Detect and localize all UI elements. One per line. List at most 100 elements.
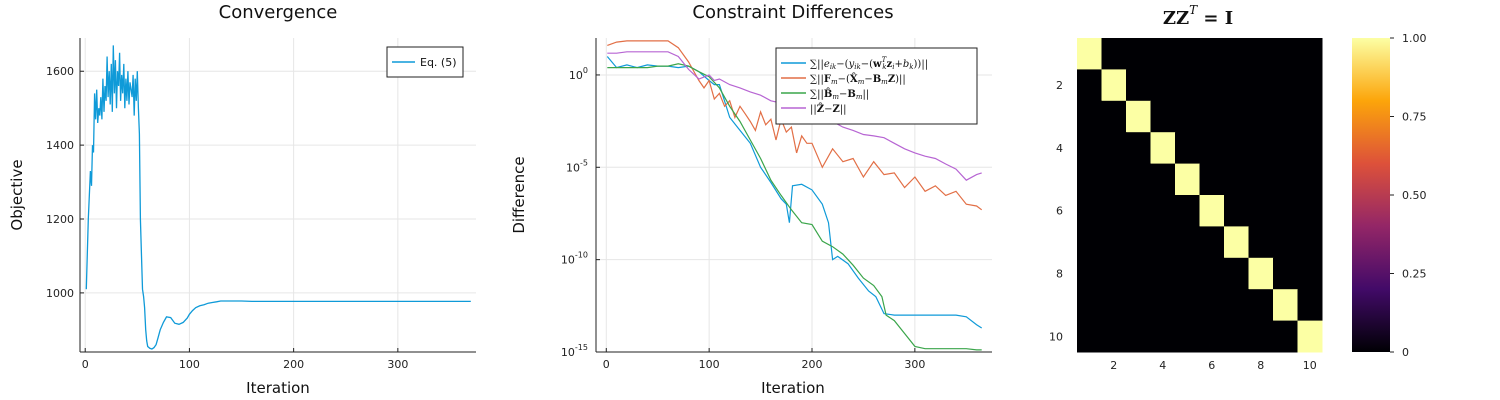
heatmap-cell bbox=[1126, 289, 1151, 322]
constraint-x-tick-label: 100 bbox=[699, 358, 720, 371]
constraint-legend: ∑||eik−(yik−(wT kzi+bk))|| ∑||Fm−(X̂m−BmZ… bbox=[775, 47, 978, 125]
convergence-legend: Eq. (5) bbox=[386, 46, 464, 78]
heatmap-cell bbox=[1224, 226, 1249, 259]
heatmap-cell bbox=[1150, 163, 1176, 196]
heatmap-title-main: ZZ bbox=[1163, 8, 1189, 29]
constraint-x-tick-label: 0 bbox=[603, 358, 610, 371]
heatmap-cell bbox=[1126, 100, 1151, 133]
convergence-x-tick-label: 0 bbox=[82, 358, 89, 371]
constraint-series-line-0 bbox=[606, 56, 983, 329]
heatmap-cell bbox=[1199, 195, 1225, 227]
heatmap-cell bbox=[1175, 195, 1200, 227]
heatmap-cell bbox=[1224, 163, 1249, 196]
heatmap-cell bbox=[1077, 195, 1102, 227]
heatmap-cell bbox=[1101, 38, 1127, 70]
heatmap-cell bbox=[1126, 195, 1151, 227]
heatmap-cell bbox=[1199, 320, 1225, 353]
heatmap-cell bbox=[1077, 320, 1102, 353]
heatmap-cell bbox=[1077, 289, 1102, 322]
heatmap-cell bbox=[1273, 195, 1298, 227]
heatmap-cell bbox=[1101, 257, 1127, 290]
heatmap-cell bbox=[1150, 289, 1176, 322]
convergence-series-line bbox=[85, 45, 471, 350]
heatmap-y-tick-label: 6 bbox=[1056, 205, 1063, 218]
convergence-y-label: Objective bbox=[8, 159, 26, 230]
heatmap-cell bbox=[1273, 132, 1298, 165]
convergence-y-tick-label: 1400 bbox=[46, 139, 74, 152]
heatmap-y-tick-label: 10 bbox=[1049, 330, 1063, 343]
convergence-series bbox=[85, 45, 471, 350]
constraint-differences-title: Constraint Differences bbox=[692, 2, 893, 23]
constraint-y-ticks: 100 10-5 10-10 10-15 bbox=[561, 66, 600, 359]
constraint-y-tick-label: 10-10 bbox=[561, 251, 588, 267]
constraint-y-tick-label: 10-15 bbox=[561, 343, 588, 359]
convergence-y-tick-label: 1200 bbox=[46, 213, 74, 226]
convergence-x-label: Iteration bbox=[246, 379, 310, 397]
heatmap-cell bbox=[1150, 257, 1176, 290]
heatmap-cell bbox=[1175, 320, 1200, 353]
heatmap-cell bbox=[1248, 257, 1274, 290]
convergence-panel: Convergence 0 100 200 300 1000120014001600 … bbox=[8, 2, 476, 397]
heatmap-cell bbox=[1126, 226, 1151, 259]
convergence-title: Convergence bbox=[219, 2, 338, 23]
heatmap-cell bbox=[1101, 226, 1127, 259]
heatmap-cell bbox=[1101, 132, 1127, 165]
heatmap-cell bbox=[1273, 226, 1298, 259]
colorbar-ticks: 0 0.25 0.50 0.75 1.00 bbox=[1390, 32, 1427, 359]
colorbar-tick-label: 0.25 bbox=[1402, 268, 1427, 281]
constraint-series-line-1 bbox=[607, 40, 983, 211]
heatmap-cell bbox=[1077, 69, 1102, 102]
heatmap-title-rest: = I bbox=[1197, 8, 1233, 29]
heatmap-cell bbox=[1077, 38, 1102, 70]
convergence-y-tick-label: 1600 bbox=[46, 65, 74, 78]
heatmap-cell bbox=[1077, 226, 1102, 259]
heatmap-title-sup: T bbox=[1189, 3, 1198, 17]
heatmap-cell bbox=[1248, 320, 1274, 353]
heatmap-cell bbox=[1248, 132, 1274, 165]
heatmap-x-tick-label: 6 bbox=[1208, 359, 1215, 372]
convergence-y-tick-label: 1000 bbox=[46, 287, 74, 300]
heatmap-x-tick-label: 4 bbox=[1159, 359, 1166, 372]
heatmap-cell bbox=[1126, 257, 1151, 290]
convergence-x-tick-label: 300 bbox=[387, 358, 408, 371]
constraint-y-tick-label: 100 bbox=[569, 66, 588, 82]
constraint-differences-panel: Constraint Differences 0 100 200 300 100 10-… bbox=[510, 2, 992, 397]
constraint-y-label: Difference bbox=[510, 156, 528, 233]
heatmap-cell bbox=[1224, 100, 1249, 133]
heatmap-cell bbox=[1199, 289, 1225, 322]
heatmap-cell bbox=[1297, 69, 1323, 102]
heatmap-cell bbox=[1175, 163, 1200, 196]
heatmap-cell bbox=[1150, 226, 1176, 259]
heatmap-cell bbox=[1224, 38, 1249, 70]
heatmap-cell bbox=[1199, 100, 1225, 133]
heatmap-x-ticks: 2 4 6 8 10 bbox=[1110, 359, 1317, 372]
heatmap-cell bbox=[1248, 69, 1274, 102]
heatmap-cell bbox=[1175, 226, 1200, 259]
convergence-x-tick-label: 100 bbox=[179, 358, 200, 371]
colorbar-tick-label: 0 bbox=[1402, 346, 1409, 359]
heatmap-y-tick-label: 8 bbox=[1056, 268, 1063, 281]
heatmap-cell bbox=[1150, 69, 1176, 102]
heatmap-cell bbox=[1297, 320, 1323, 353]
legend-label-b-difference: ∑||B̂m−Bm|| bbox=[810, 88, 869, 101]
heatmap-cell bbox=[1273, 38, 1298, 70]
heatmap-cell bbox=[1273, 100, 1298, 133]
heatmap-cell bbox=[1175, 69, 1200, 102]
heatmap-y-tick-label: 2 bbox=[1056, 79, 1063, 92]
colorbar-tick-label: 0.50 bbox=[1402, 189, 1427, 202]
constraint-x-tick-label: 200 bbox=[802, 358, 823, 371]
heatmap-cell bbox=[1199, 226, 1225, 259]
heatmap-y-tick-label: 4 bbox=[1056, 142, 1063, 155]
heatmap-cell bbox=[1175, 100, 1200, 133]
heatmap-cell bbox=[1126, 320, 1151, 353]
convergence-grid bbox=[80, 38, 476, 352]
heatmap-cell bbox=[1273, 289, 1298, 322]
convergence-x-tick-label: 200 bbox=[283, 358, 304, 371]
legend-label-e-residual: ∑||eik−(yik−(wT kzi+bk))|| bbox=[810, 56, 928, 71]
heatmap-cell bbox=[1199, 69, 1225, 102]
legend-label-z-difference: ||Ẑ−Z|| bbox=[810, 103, 847, 115]
heatmap-y-ticks: 2 4 6 8 10 bbox=[1049, 79, 1063, 343]
convergence-legend-box bbox=[386, 46, 464, 78]
heatmap-cell bbox=[1224, 289, 1249, 322]
